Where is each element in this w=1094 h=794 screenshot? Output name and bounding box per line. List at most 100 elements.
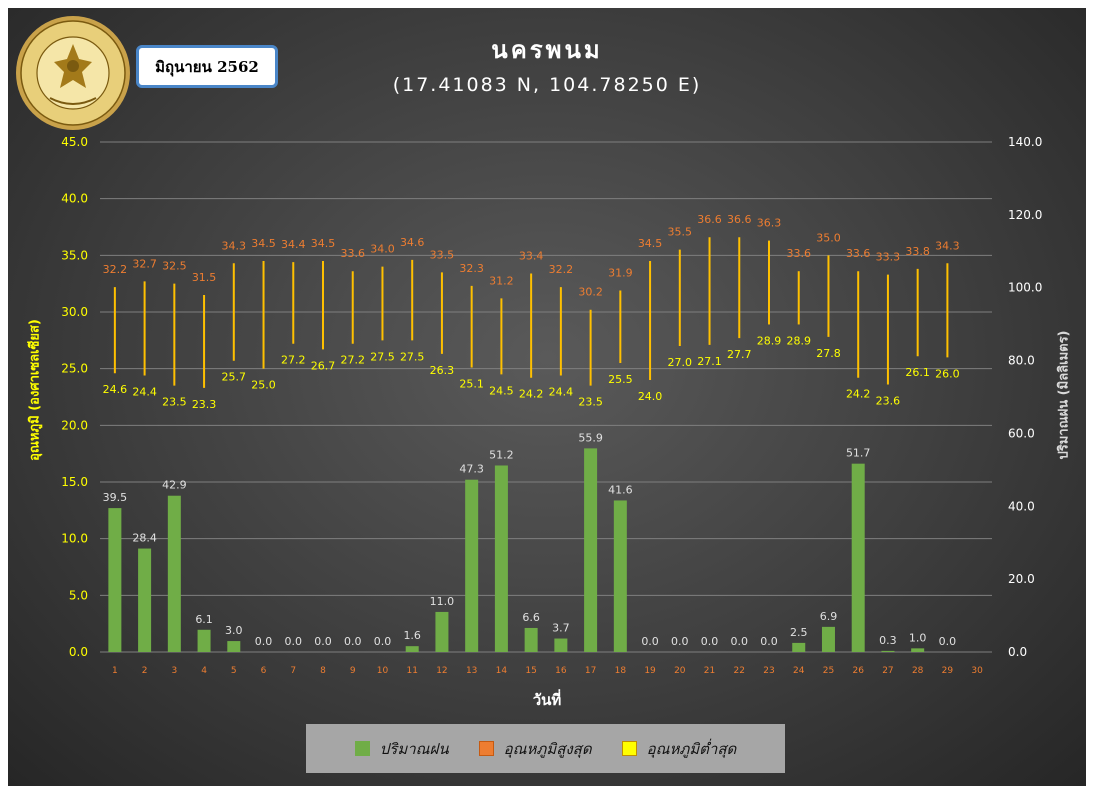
y-tick-left: 10.0 <box>61 532 88 546</box>
x-tick: 26 <box>852 666 864 676</box>
y-tick-left: 45.0 <box>61 135 88 149</box>
y-tick-left: 35.0 <box>61 248 88 262</box>
rain-bar <box>584 448 598 652</box>
min-temp-label: 27.2 <box>340 354 365 367</box>
min-temp-label: 26.7 <box>311 359 336 372</box>
chart-background <box>8 8 1086 786</box>
x-tick: 8 <box>320 666 326 676</box>
rain-data-label: 0.0 <box>285 635 303 648</box>
rain-bar <box>465 479 479 652</box>
x-tick: 15 <box>525 666 536 676</box>
y-tick-left: 20.0 <box>61 418 88 432</box>
min-temp-label: 24.6 <box>103 383 128 396</box>
x-tick: 7 <box>290 666 296 676</box>
min-temp-label: 25.5 <box>608 373 633 386</box>
rain-data-label: 51.2 <box>489 448 514 461</box>
chart-title: นครพนม <box>491 36 603 64</box>
rain-bar <box>197 629 211 652</box>
rain-bar <box>821 626 835 652</box>
legend-label-max: อุณหภูมิสูงสุด <box>503 739 592 758</box>
max-temp-label: 35.5 <box>668 226 693 239</box>
min-temp-label: 28.9 <box>757 334 782 347</box>
y-tick-left: 40.0 <box>61 192 88 206</box>
rain-data-label: 6.6 <box>522 611 540 624</box>
rain-data-label: 42.9 <box>162 479 187 492</box>
min-temp-label: 27.8 <box>816 347 841 360</box>
rain-data-label: 3.7 <box>552 622 570 635</box>
min-temp-label: 27.7 <box>727 348 752 361</box>
y-tick-right: 20.0 <box>1008 572 1035 586</box>
rain-data-label: 28.4 <box>132 532 157 545</box>
max-temp-label: 32.5 <box>162 260 187 273</box>
max-temp-label: 34.5 <box>638 237 663 250</box>
min-temp-label: 28.9 <box>786 334 811 347</box>
max-temp-label: 36.6 <box>697 213 722 226</box>
max-temp-label: 34.3 <box>222 239 247 252</box>
period-label: มิถุนายน 2562 <box>136 45 278 88</box>
max-temp-label: 34.5 <box>311 237 336 250</box>
min-temp-label: 26.3 <box>430 364 455 377</box>
max-temp-label: 33.3 <box>876 251 901 264</box>
x-tick: 23 <box>763 666 774 676</box>
y-tick-left: 5.0 <box>69 588 88 602</box>
legend-swatch-rain <box>354 741 370 756</box>
min-temp-label: 27.0 <box>668 356 693 369</box>
y-tick-left: 15.0 <box>61 475 88 489</box>
max-temp-label: 36.6 <box>727 213 752 226</box>
y-tick-right: 40.0 <box>1008 499 1035 513</box>
rain-data-label: 0.0 <box>255 635 273 648</box>
legend-item-min: อุณหภูมิต่ำสุด <box>621 737 736 761</box>
x-tick: 14 <box>496 666 508 676</box>
x-axis-label: วันที่ <box>532 691 562 709</box>
max-temp-label: 32.3 <box>459 262 484 275</box>
max-temp-label: 32.2 <box>103 263 128 276</box>
min-temp-label: 24.5 <box>489 384 514 397</box>
x-tick: 18 <box>615 666 627 676</box>
rain-data-label: 11.0 <box>430 595 455 608</box>
rain-bar <box>405 646 419 652</box>
min-temp-label: 24.4 <box>549 385 574 398</box>
legend-label-rain: ปริมาณฝน <box>379 739 449 758</box>
max-temp-label: 33.6 <box>786 247 811 260</box>
rain-data-label: 1.6 <box>403 629 421 642</box>
y-tick-left: 30.0 <box>61 305 88 319</box>
x-tick: 10 <box>377 666 389 676</box>
x-tick: 17 <box>585 666 596 676</box>
x-tick: 9 <box>350 666 356 676</box>
max-temp-label: 30.2 <box>578 286 603 299</box>
max-temp-label: 36.3 <box>757 217 782 230</box>
meteorological-department-logo <box>16 16 130 130</box>
rain-data-label: 0.0 <box>701 635 719 648</box>
rain-data-label: 0.0 <box>939 635 957 648</box>
x-tick: 2 <box>142 666 148 676</box>
max-temp-label: 34.3 <box>935 239 960 252</box>
x-tick: 27 <box>882 666 893 676</box>
legend-swatch-max <box>478 741 494 756</box>
rain-bar <box>792 642 806 652</box>
x-tick: 29 <box>942 666 954 676</box>
min-temp-label: 27.2 <box>281 354 306 367</box>
rain-data-label: 0.0 <box>314 635 332 648</box>
rain-data-label: 39.5 <box>103 491 128 504</box>
min-temp-label: 24.2 <box>846 388 871 401</box>
rain-data-label: 0.0 <box>374 635 392 648</box>
rain-data-label: 2.5 <box>790 626 808 639</box>
y-tick-right: 80.0 <box>1008 354 1035 368</box>
rain-data-label: 41.6 <box>608 483 633 496</box>
rain-bar <box>435 611 449 652</box>
station-coordinates: (17.41083 N, 104.78250 E) <box>392 74 702 96</box>
max-temp-label: 33.5 <box>430 248 455 261</box>
y-tick-left: 25.0 <box>61 362 88 376</box>
x-tick: 21 <box>704 666 715 676</box>
rain-data-label: 55.9 <box>578 431 603 444</box>
x-tick: 3 <box>171 666 177 676</box>
min-temp-label: 27.5 <box>370 350 395 363</box>
x-tick: 28 <box>912 666 924 676</box>
rain-data-label: 51.7 <box>846 447 871 460</box>
max-temp-label: 34.4 <box>281 238 306 251</box>
min-temp-label: 23.6 <box>876 395 901 408</box>
min-temp-label: 24.2 <box>519 388 544 401</box>
rain-data-label: 47.3 <box>459 463 484 476</box>
x-tick: 13 <box>466 666 477 676</box>
max-temp-label: 31.2 <box>489 274 514 287</box>
